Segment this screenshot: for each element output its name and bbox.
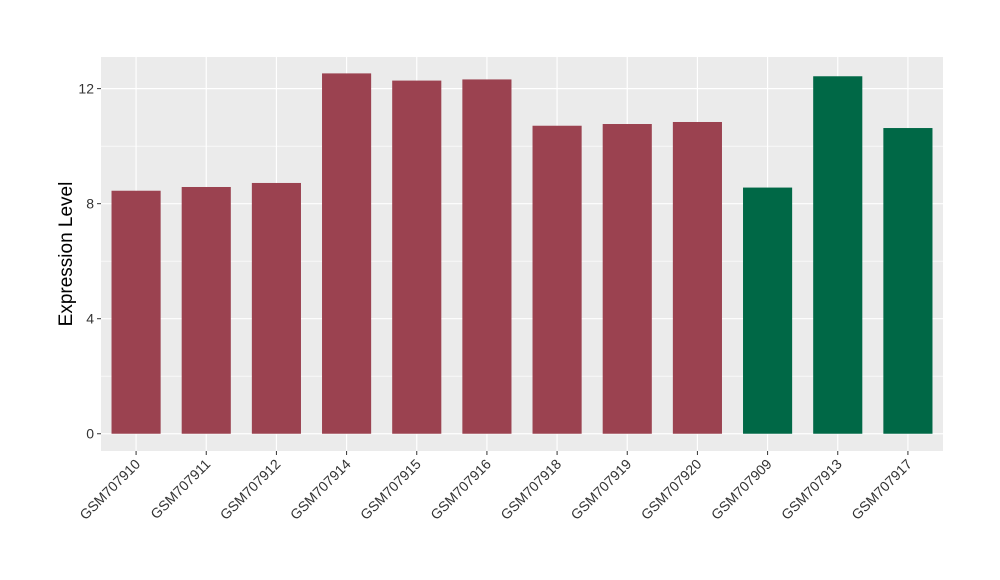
plot-panel: [101, 57, 943, 451]
bar-GSM707918: [532, 125, 582, 434]
y-axis: 0 4 8 12: [78, 81, 101, 442]
bar-GSM707913: [813, 76, 863, 434]
x-tick-label: GSM707909: [708, 456, 775, 523]
x-tick-label: GSM707915: [357, 456, 424, 523]
x-tick-label: GSM707912: [217, 456, 284, 523]
y-tick-label: 12: [78, 81, 94, 97]
bar-GSM707920: [672, 121, 722, 434]
bar-GSM707914: [322, 73, 372, 434]
y-tick-label: 8: [86, 196, 94, 212]
bar-GSM707919: [602, 124, 652, 434]
x-tick-label: GSM707911: [147, 456, 213, 522]
x-axis: GSM707910 GSM707911 GSM707912 GSM707914 GSM7…: [76, 451, 915, 523]
y-tick-label: 4: [86, 311, 94, 327]
x-tick-label: GSM707920: [638, 456, 705, 523]
x-tick-label: GSM707917: [848, 456, 915, 523]
bars: [111, 73, 933, 434]
x-tick-label: GSM707918: [497, 456, 564, 523]
x-tick-label: GSM707914: [287, 456, 354, 523]
bar-GSM707910: [111, 190, 161, 434]
bar-GSM707909: [743, 187, 793, 434]
x-tick-label: GSM707919: [567, 456, 634, 523]
bar-GSM707911: [181, 186, 231, 434]
bar-GSM707915: [392, 80, 442, 434]
minor-gridlines: [101, 145, 943, 377]
x-tick-label: GSM707916: [427, 456, 494, 523]
y-tick-label: 0: [86, 426, 94, 442]
bar-GSM707917: [883, 128, 933, 434]
bar-GSM707916: [462, 79, 512, 434]
y-axis-title: Expression Level: [56, 182, 77, 327]
bar-GSM707912: [251, 182, 301, 434]
x-tick-label: GSM707910: [76, 456, 143, 523]
x-tick-label: GSM707913: [778, 456, 845, 523]
